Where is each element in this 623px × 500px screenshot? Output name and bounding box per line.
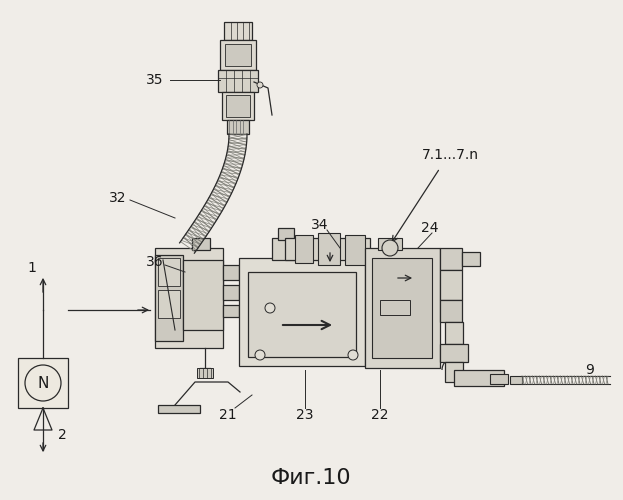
Circle shape: [255, 350, 265, 360]
Bar: [222, 92, 254, 120]
Bar: [445, 362, 463, 382]
Bar: [18, 358, 68, 408]
Bar: [372, 258, 432, 358]
Text: 35: 35: [146, 73, 164, 87]
Circle shape: [25, 365, 61, 401]
Circle shape: [382, 240, 398, 256]
Bar: [365, 248, 440, 368]
Text: 34: 34: [312, 218, 329, 232]
Bar: [227, 120, 249, 134]
Text: 1: 1: [27, 261, 36, 275]
Bar: [226, 95, 250, 117]
Bar: [380, 300, 410, 315]
Bar: [223, 305, 239, 317]
Circle shape: [348, 350, 358, 360]
Bar: [462, 252, 480, 266]
Bar: [378, 238, 402, 250]
Bar: [454, 370, 504, 386]
Text: 23: 23: [297, 408, 314, 422]
Bar: [285, 238, 370, 260]
Bar: [192, 238, 210, 250]
Bar: [318, 233, 340, 265]
Bar: [440, 248, 462, 270]
Text: 21: 21: [219, 408, 237, 422]
Bar: [218, 70, 258, 92]
Text: Фиг.10: Фиг.10: [270, 468, 351, 488]
Bar: [197, 368, 213, 378]
Bar: [278, 228, 294, 240]
Bar: [490, 374, 508, 384]
Bar: [158, 290, 180, 318]
Bar: [295, 235, 313, 263]
Bar: [224, 22, 252, 40]
Bar: [239, 258, 365, 366]
Bar: [155, 248, 223, 348]
Bar: [248, 272, 356, 357]
Text: 32: 32: [109, 191, 126, 205]
Bar: [220, 40, 256, 70]
Bar: [225, 44, 251, 66]
Circle shape: [257, 82, 263, 88]
Bar: [345, 235, 365, 265]
Bar: [445, 322, 463, 344]
Text: 36: 36: [146, 255, 164, 269]
Bar: [223, 265, 239, 280]
Bar: [440, 270, 462, 300]
Text: 2: 2: [57, 428, 67, 442]
Bar: [223, 285, 239, 300]
Bar: [272, 238, 300, 260]
Bar: [440, 344, 468, 362]
Text: 22: 22: [371, 408, 389, 422]
Text: N: N: [37, 376, 49, 390]
Circle shape: [265, 303, 275, 313]
Bar: [155, 255, 183, 341]
Text: 7.1...7.n: 7.1...7.n: [422, 148, 478, 162]
Text: 9: 9: [586, 363, 594, 377]
Bar: [158, 258, 180, 286]
Bar: [510, 376, 522, 384]
Text: 24: 24: [421, 221, 439, 235]
Bar: [183, 260, 223, 330]
Bar: [440, 300, 462, 322]
Bar: [158, 405, 200, 413]
